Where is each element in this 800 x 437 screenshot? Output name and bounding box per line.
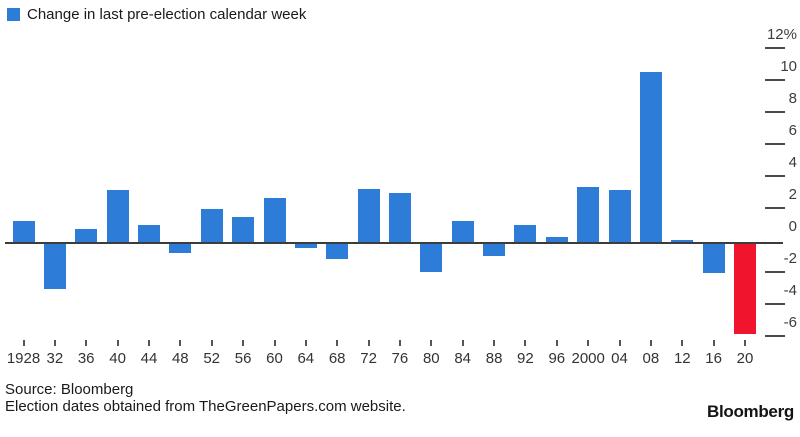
y-axis-tick: [765, 175, 785, 177]
x-axis-tick: [85, 340, 88, 346]
x-axis-tick: [398, 340, 401, 346]
y-axis-label-4: 4: [788, 154, 797, 171]
x-axis-tick: [493, 340, 496, 346]
y-axis-label-12%: 12%: [766, 26, 797, 43]
x-axis-tick: [179, 340, 182, 346]
bar-76: [388, 193, 411, 242]
x-axis-tick: [461, 340, 464, 346]
x-axis-label-16: 16: [705, 350, 722, 367]
footnote-text: Election dates obtained from TheGreenPap…: [5, 398, 406, 415]
y-axis-label--4: -4: [783, 282, 797, 299]
bar-32: [43, 244, 66, 289]
bar-1928: [12, 221, 35, 242]
legend: Change in last pre-election calendar wee…: [7, 6, 306, 23]
x-axis-label-60: 60: [266, 350, 283, 367]
bar-16: [702, 244, 725, 273]
x-axis-tick: [587, 340, 590, 346]
y-axis-tick: [765, 335, 785, 337]
x-axis-label-64: 64: [297, 350, 315, 367]
x-axis-label-72: 72: [360, 350, 377, 367]
x-axis-label-40: 40: [109, 350, 126, 367]
x-axis-label-96: 96: [548, 350, 566, 367]
x-axis-label-08: 08: [642, 350, 660, 367]
x-axis-label-52: 52: [203, 350, 221, 367]
y-axis-tick: [765, 303, 785, 305]
x-axis-label-2000: 2000: [571, 350, 605, 367]
x-axis-tick: [53, 340, 56, 346]
x-axis-label-56: 56: [234, 350, 252, 367]
y-axis-label-6: 6: [788, 122, 797, 139]
y-axis-tick: [765, 207, 785, 209]
source-text: Source: Bloomberg: [5, 381, 134, 398]
x-axis-label-88: 88: [485, 350, 503, 367]
y-axis-label-10: 10: [780, 58, 797, 75]
x-axis-tick: [116, 340, 119, 346]
x-axis-label-68: 68: [328, 350, 346, 367]
x-axis-label-48: 48: [171, 350, 189, 367]
y-axis-label--6: -6: [783, 314, 797, 331]
bar-04: [608, 190, 631, 242]
y-axis-tick: [765, 79, 785, 81]
bar-60: [263, 198, 286, 242]
bar-52: [200, 209, 223, 242]
bar-96: [545, 237, 568, 242]
x-axis-label-76: 76: [391, 350, 409, 367]
x-axis-tick: [210, 340, 213, 346]
bar-36: [75, 229, 98, 242]
x-axis-tick: [430, 340, 433, 346]
bloomberg-logo: Bloomberg: [706, 402, 794, 421]
x-axis-tick: [336, 340, 339, 346]
y-axis-label--2: -2: [783, 250, 797, 267]
bar-44: [138, 225, 160, 242]
zero-baseline: [5, 242, 783, 244]
legend-label: Change in last pre-election calendar wee…: [27, 6, 307, 23]
x-axis-tick: [242, 340, 245, 346]
bar-84: [451, 221, 474, 242]
bar-20: [734, 244, 756, 334]
x-axis-label-44: 44: [140, 350, 158, 367]
x-axis-label-1928: 1928: [6, 350, 41, 367]
y-axis-label-8: 8: [788, 90, 797, 107]
x-axis-tick: [524, 340, 527, 346]
y-axis-label-2: 2: [788, 186, 797, 203]
x-axis-label-84: 84: [454, 350, 472, 367]
x-axis-label-20: 20: [736, 350, 754, 367]
y-axis-tick: [765, 143, 785, 145]
bar-92: [514, 225, 537, 242]
y-axis-tick: [765, 111, 785, 113]
bar-2000: [577, 187, 600, 242]
x-axis-tick: [367, 340, 370, 346]
x-axis-tick: [304, 340, 307, 346]
x-axis-tick: [649, 340, 652, 346]
bar-80: [420, 244, 443, 272]
legend-swatch-icon: [7, 8, 20, 21]
bar-72: [357, 189, 380, 242]
bar-56: [232, 217, 255, 242]
bar-08: [639, 72, 662, 242]
x-axis-tick: [555, 340, 558, 346]
x-axis-label-92: 92: [517, 350, 534, 367]
x-axis-tick: [22, 340, 25, 346]
bar-12: [671, 240, 694, 242]
x-axis-label-80: 80: [422, 350, 440, 367]
x-axis-tick: [148, 340, 150, 346]
y-axis-label-0: 0: [788, 218, 797, 235]
x-axis-label-32: 32: [46, 350, 64, 367]
bar-48: [169, 244, 192, 253]
x-axis-label-04: 04: [611, 350, 628, 367]
bar-88: [483, 244, 506, 256]
y-axis-tick: [765, 271, 785, 273]
x-axis-tick: [273, 340, 276, 346]
y-axis-tick: [765, 47, 785, 49]
bar-68: [326, 244, 349, 259]
x-axis-tick: [744, 340, 746, 346]
x-axis-tick: [618, 340, 621, 346]
x-axis-tick: [712, 340, 715, 346]
x-axis-tick: [681, 340, 684, 346]
bar-64: [294, 244, 317, 248]
x-axis-label-12: 12: [673, 350, 691, 367]
x-axis-label-36: 36: [77, 350, 95, 367]
bar-40: [106, 190, 129, 242]
